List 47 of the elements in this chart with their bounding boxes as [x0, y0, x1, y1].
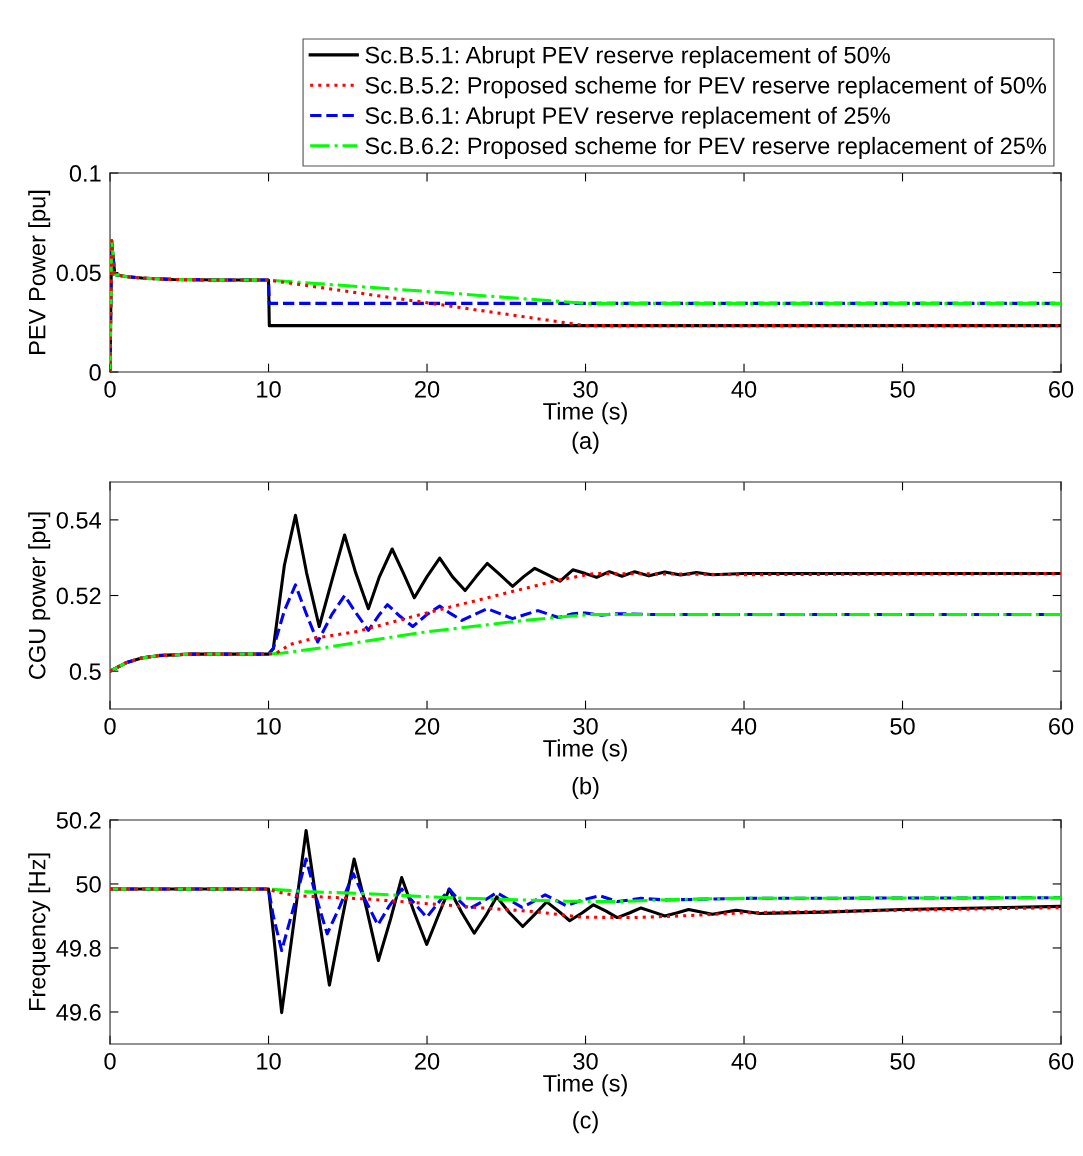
x-tick-label: 60 [1049, 717, 1074, 735]
legend-label: Sc.B.5.2: Proposed scheme for PEV reserve replacement of 50% [365, 76, 1047, 99]
y-tick-label: 0.05 [56, 264, 101, 282]
line-series [110, 887, 1062, 920]
x-tick-label: 10 [257, 717, 281, 735]
y-axis-title: Frequency [Hz] [28, 853, 51, 1011]
x-axis-title: Time (s) [543, 1074, 627, 1097]
x-tick-label: 30 [573, 717, 598, 735]
legend-label: Sc.B.5.1: Abrupt PEV reserve replacement of 50% [365, 46, 890, 69]
x-tick-label: 50 [890, 380, 915, 398]
y-tick-label: 0 [89, 364, 101, 381]
y-tick-label: 49.8 [56, 940, 101, 957]
y-tick-label: 50.2 [56, 812, 101, 829]
y-tick-label: 49.6 [56, 1004, 101, 1021]
text: (a) [572, 431, 599, 454]
legend-label: Sc.B.6.2: Proposed scheme for PEV reserve replacement of 25% [365, 136, 1047, 159]
x-tick-label: 10 [257, 380, 281, 398]
y-tick-label: 0.5 [69, 663, 101, 680]
y-tick-label: 0.1 [69, 165, 101, 182]
legend-label: Sc.B.6.1: Abrupt PEV reserve replacement of 25% [365, 106, 890, 129]
y-tick-label: 0.54 [56, 511, 102, 529]
x-tick-label: 10 [257, 1052, 281, 1070]
x-tick-label: 0 [104, 1052, 116, 1070]
x-tick-label: 60 [1049, 380, 1074, 398]
x-tick-label: 60 [1049, 1052, 1074, 1070]
y-axis-title: CGU power [pu] [28, 512, 51, 679]
x-tick-label: 40 [731, 717, 757, 735]
x-axis-title: Time (s) [543, 402, 627, 425]
x-tick-label: 30 [573, 380, 598, 398]
x-axis-title: Time (s) [543, 739, 627, 762]
y-axis-title: PEV Power [pu] [28, 190, 51, 354]
y-tick-label: 50 [76, 876, 101, 893]
x-tick-label: 20 [415, 380, 440, 398]
x-tick-label: 50 [890, 717, 915, 735]
x-tick-label: 0 [104, 380, 116, 398]
line-series [110, 887, 1062, 904]
text: (c) [573, 1111, 598, 1134]
x-tick-label: 20 [415, 717, 440, 735]
x-tick-label: 20 [415, 1052, 440, 1070]
x-tick-label: 0 [104, 717, 116, 735]
x-tick-label: 30 [573, 1052, 598, 1070]
x-tick-label: 50 [890, 1052, 915, 1070]
x-tick-label: 40 [731, 1052, 757, 1070]
text: (b) [572, 777, 599, 800]
x-tick-label: 40 [731, 380, 757, 398]
line-series [110, 612, 1062, 673]
y-tick-label: 0.52 [56, 587, 101, 605]
